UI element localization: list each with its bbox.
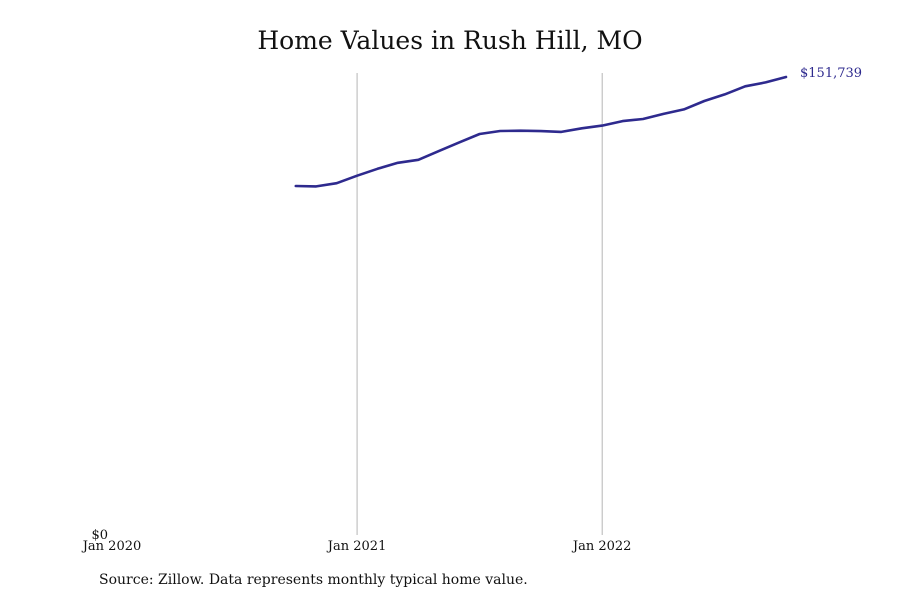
- x-axis-tick-labels: Jan 2020 Jan 2021 Jan 2022: [81, 539, 632, 554]
- x-tick-label: Jan 2020: [81, 539, 142, 554]
- gridlines: [356, 73, 603, 535]
- chart-title: Home Values in Rush Hill, MO: [257, 26, 643, 55]
- end-value-label: $151,739: [800, 66, 862, 81]
- x-tick-label: Jan 2022: [571, 539, 632, 554]
- source-note: Source: Zillow. Data represents monthly …: [99, 572, 528, 588]
- y-axis-tick-labels: $0: [91, 528, 108, 543]
- x-tick-label: Jan 2021: [326, 539, 387, 554]
- series-line: [294, 75, 788, 188]
- y-tick-label: $0: [91, 528, 108, 543]
